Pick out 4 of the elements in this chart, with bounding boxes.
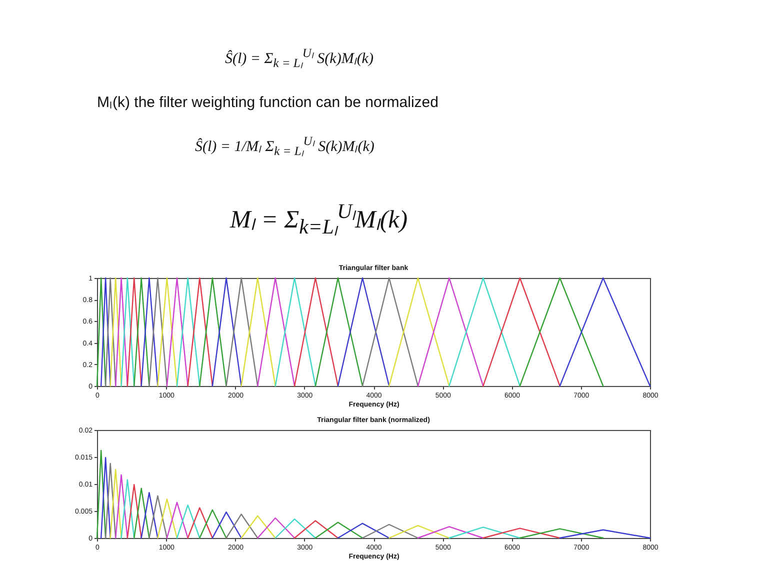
text: Ŝ(l) = Σ$_{k = Lₗ}$$^{Uₗ}$ S(k)Mₗ(k) bbox=[225, 45, 374, 71]
text: Mₗ(k) the filter weighting function can be normalized bbox=[97, 93, 438, 111]
text: Ŝ(l) = 1/Mₗ Σ$_{k = Lₗ}$$^{Uₗ}$ S(k)Mₗ(k) bbox=[195, 133, 374, 159]
text: Mₗ = Σ$_{k=Lₗ}$$^{Uₗ}$Mₗ(k) bbox=[230, 198, 408, 240]
